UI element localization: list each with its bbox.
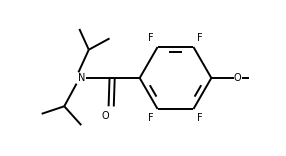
Text: F: F xyxy=(197,112,203,122)
Text: N: N xyxy=(78,73,85,83)
Text: O: O xyxy=(234,73,242,83)
Text: O: O xyxy=(101,111,109,121)
Text: F: F xyxy=(148,112,154,122)
Text: F: F xyxy=(197,34,203,44)
Text: F: F xyxy=(148,34,154,44)
